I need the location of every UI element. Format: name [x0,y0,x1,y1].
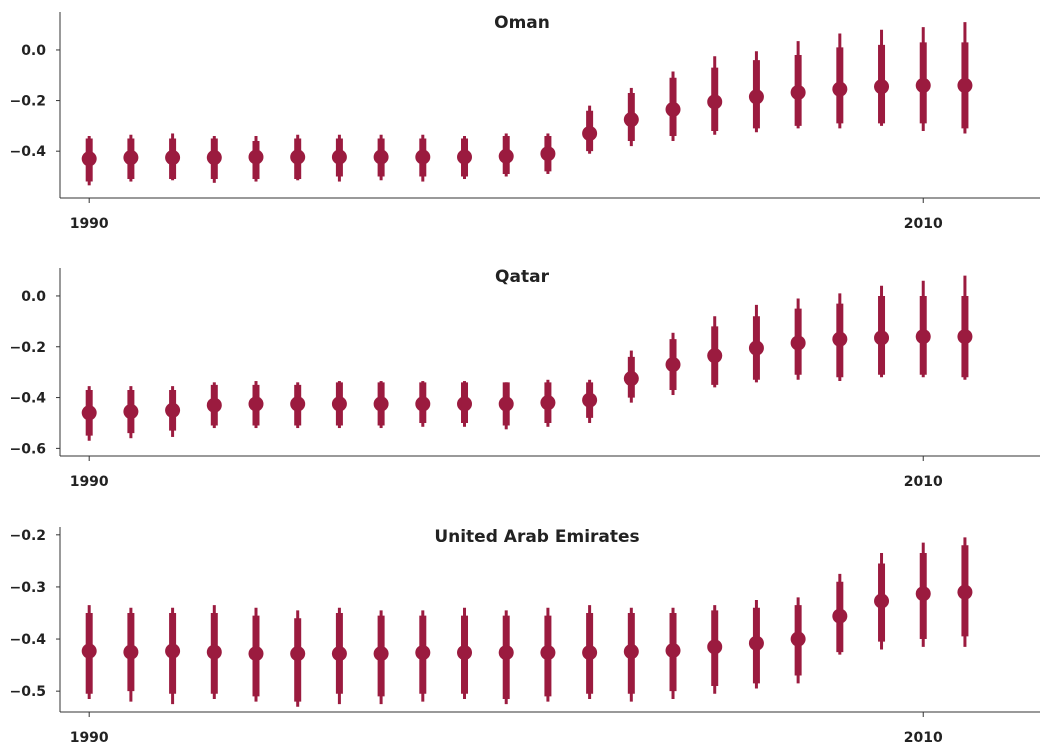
estimate-point [206,644,222,660]
estimate-point [165,402,181,418]
y-tick-label: −0.4 [9,391,46,407]
y-tick-label: 0.0 [21,289,46,305]
estimate-point [540,645,556,661]
estimate-point [165,643,181,659]
estimate-point [915,77,931,93]
panel-oman: Oman 0.0 −0.2 −0.4 1990 2010 [9,12,1040,232]
estimate-point [248,646,264,662]
y-tick-label: −0.5 [9,684,46,700]
y-tick-label: −0.4 [9,144,46,160]
estimate-point [331,646,347,662]
estimate-point [748,635,764,651]
estimate-point [748,89,764,105]
estimate-point [623,644,639,660]
estimate-point [290,646,306,662]
estimate-point [790,335,806,351]
estimate-point [206,397,222,413]
x-tick-label: 2010 [904,474,943,490]
estimate-point [915,329,931,345]
estimate-point [290,149,306,165]
estimate-point [957,584,973,600]
estimate-point [331,396,347,412]
x-tick-label: 2010 [904,216,943,232]
x-tick-label: 1990 [70,216,109,232]
estimate-point [957,77,973,93]
estimate-point [874,593,890,609]
estimate-point [665,101,681,117]
estimate-point [248,149,264,165]
estimate-point [415,645,431,661]
estimate-point [665,357,681,373]
y-tick-label: −0.2 [9,94,46,110]
estimate-point [623,371,639,387]
estimate-point [582,392,598,408]
estimate-point [373,149,389,165]
estimate-point [165,150,181,166]
panel-qatar: Qatar 0.0 −0.2 −0.4 −0.6 1990 2010 [9,267,1040,490]
estimate-point [81,405,97,421]
panel-title: Oman [494,13,550,33]
panel-title: United Arab Emirates [434,527,639,547]
estimate-point [790,84,806,100]
estimate-point [957,329,973,345]
estimate-point [623,112,639,128]
estimate-point [790,631,806,647]
estimate-point [498,148,514,164]
estimate-point [457,645,473,661]
estimate-point [123,150,139,166]
estimate-point [665,643,681,659]
x-tick-label: 2010 [904,730,943,746]
estimate-point [707,348,723,364]
estimate-point [498,396,514,412]
estimate-point [123,404,139,420]
estimate-point [582,645,598,661]
estimate-point [373,646,389,662]
estimate-point [206,150,222,166]
x-tick-label: 1990 [70,730,109,746]
estimate-point [582,125,598,141]
estimate-point [748,340,764,356]
y-tick-label: 0.0 [21,43,46,59]
estimate-point [248,396,264,412]
panel-united-arab-emirates: United Arab Emirates −0.2 −0.3 −0.4 −0.5 199… [9,527,1040,746]
estimate-point [832,81,848,97]
estimate-point [81,151,97,167]
y-tick-label: −0.2 [9,340,46,356]
estimate-point [707,639,723,655]
estimate-point [123,644,139,660]
y-tick-label: −0.3 [9,580,46,596]
estimate-point [874,79,890,95]
estimate-point [290,396,306,412]
estimate-point [415,396,431,412]
x-tick-label: 1990 [70,474,109,490]
estimate-point [915,586,931,602]
estimate-point [540,395,556,411]
estimate-point [874,330,890,346]
estimate-point [540,146,556,162]
estimate-point [457,149,473,165]
estimate-point [832,331,848,347]
estimate-point [331,149,347,165]
estimate-point [498,645,514,661]
estimate-point [373,396,389,412]
estimate-point [457,396,473,412]
estimate-point [415,149,431,165]
y-tick-label: −0.6 [9,441,46,457]
panel-title: Qatar [495,267,550,287]
y-tick-label: −0.2 [9,528,46,544]
estimate-point [81,643,97,659]
estimate-point [707,94,723,110]
y-tick-label: −0.4 [9,632,46,648]
estimate-point [832,608,848,624]
